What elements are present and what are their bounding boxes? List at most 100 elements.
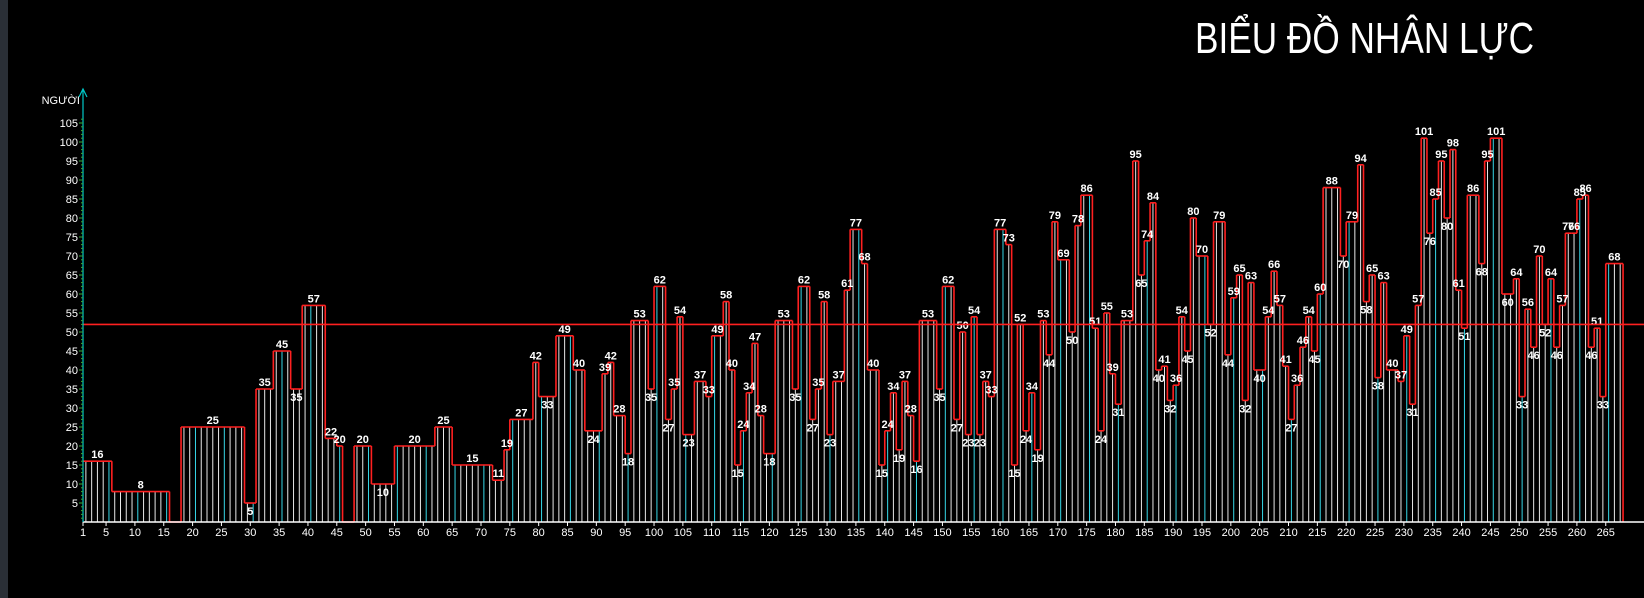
data-label: 46 [1585, 350, 1597, 362]
y-tick-label: 20 [66, 441, 78, 453]
data-label: 95 [1481, 149, 1493, 161]
data-label: 73 [1003, 233, 1015, 245]
data-label: 31 [1112, 407, 1124, 419]
x-tick-label: 80 [533, 527, 545, 539]
x-tick-label: 110 [703, 527, 721, 539]
data-label: 24 [587, 434, 600, 446]
data-label: 15 [732, 468, 744, 480]
data-label: 60 [1502, 297, 1514, 309]
data-label: 86 [1579, 183, 1591, 195]
x-tick-label: 120 [760, 527, 778, 539]
data-label: 101 [1415, 126, 1433, 138]
x-tick-label: 75 [504, 527, 516, 539]
x-tick-label: 205 [1250, 527, 1268, 539]
data-label: 49 [1401, 324, 1413, 336]
x-tick-label: 145 [904, 527, 922, 539]
data-label: 34 [1026, 381, 1039, 393]
data-label: 41 [1158, 354, 1170, 366]
x-tick-label: 90 [590, 527, 602, 539]
data-label: 37 [899, 369, 911, 381]
x-tick-label: 180 [1106, 527, 1124, 539]
data-label: 23 [824, 438, 836, 450]
data-label: 62 [798, 274, 810, 286]
data-label: 79 [1049, 210, 1061, 222]
x-tick-label: 55 [388, 527, 400, 539]
data-label: 38 [1372, 381, 1384, 393]
data-label: 70 [1533, 244, 1545, 256]
data-label: 54 [1176, 305, 1189, 317]
data-label: 32 [1164, 403, 1176, 415]
data-label: 101 [1487, 126, 1505, 138]
y-tick-label: 80 [66, 213, 78, 225]
data-label: 24 [1020, 434, 1033, 446]
x-tick-label: 185 [1135, 527, 1153, 539]
x-tick-label: 70 [475, 527, 487, 539]
data-label: 65 [1366, 263, 1378, 275]
data-label: 77 [850, 217, 862, 229]
y-tick-label: 90 [66, 175, 78, 187]
x-tick-label: 165 [1020, 527, 1038, 539]
y-tick-label: 55 [66, 308, 78, 320]
data-label: 5 [247, 506, 253, 518]
data-label: 33 [1516, 400, 1528, 412]
x-tick-label: 160 [991, 527, 1009, 539]
data-label: 42 [605, 350, 617, 362]
data-label: 58 [818, 290, 830, 302]
data-label: 94 [1354, 153, 1367, 165]
x-tick-label: 125 [789, 527, 807, 539]
x-tick-label: 225 [1366, 527, 1384, 539]
data-label: 98 [1447, 138, 1459, 150]
data-label: 42 [530, 350, 542, 362]
data-label: 56 [1522, 297, 1534, 309]
x-tick-label: 195 [1193, 527, 1211, 539]
x-tick-label: 250 [1510, 527, 1528, 539]
data-label: 53 [1037, 309, 1049, 321]
data-label: 23 [962, 438, 974, 450]
bar-fill-group [85, 138, 1621, 522]
data-label: 57 [1412, 293, 1424, 305]
data-label: 63 [1378, 271, 1390, 283]
data-label: 65 [1135, 278, 1147, 290]
x-tick-label: 175 [1077, 527, 1095, 539]
data-label: 57 [1556, 293, 1568, 305]
data-label: 70 [1196, 244, 1208, 256]
data-label: 52 [1205, 327, 1217, 339]
data-label: 54 [1303, 305, 1316, 317]
data-label: 33 [541, 400, 553, 412]
data-label: 60 [1314, 282, 1326, 294]
data-label: 69 [1057, 248, 1069, 260]
data-label: 86 [1467, 183, 1479, 195]
data-label: 50 [1066, 335, 1078, 347]
data-label: 32 [1239, 403, 1251, 415]
data-label: 51 [1591, 316, 1603, 328]
data-label: 61 [1453, 278, 1465, 290]
data-label: 40 [867, 358, 879, 370]
data-label: 54 [968, 305, 981, 317]
x-tick-label: 170 [1049, 527, 1067, 539]
data-label: 15 [876, 468, 888, 480]
y-tick-label: 85 [66, 194, 78, 206]
y-axis-arrow [78, 87, 88, 98]
x-tick-label: 30 [244, 527, 256, 539]
y-tick-label: 40 [66, 365, 78, 377]
data-label: 58 [720, 290, 732, 302]
data-label: 18 [763, 457, 775, 469]
data-label: 44 [1222, 358, 1235, 370]
data-label: 16 [910, 464, 922, 476]
data-label: 15 [466, 453, 478, 465]
data-label: 79 [1213, 210, 1225, 222]
data-label: 76 [1568, 221, 1580, 233]
y-tick-label: 65 [66, 270, 78, 282]
y-tick-label: 35 [66, 384, 78, 396]
data-label: 64 [1545, 267, 1558, 279]
data-label: 11 [492, 468, 504, 480]
x-tick-label: 105 [674, 527, 692, 539]
data-label: 77 [994, 217, 1006, 229]
x-tick-label: 210 [1279, 527, 1297, 539]
data-label: 35 [645, 392, 657, 404]
data-label: 25 [207, 415, 219, 427]
x-tick-label: 255 [1539, 527, 1557, 539]
x-tick-label: 230 [1395, 527, 1413, 539]
data-label: 40 [1153, 373, 1165, 385]
